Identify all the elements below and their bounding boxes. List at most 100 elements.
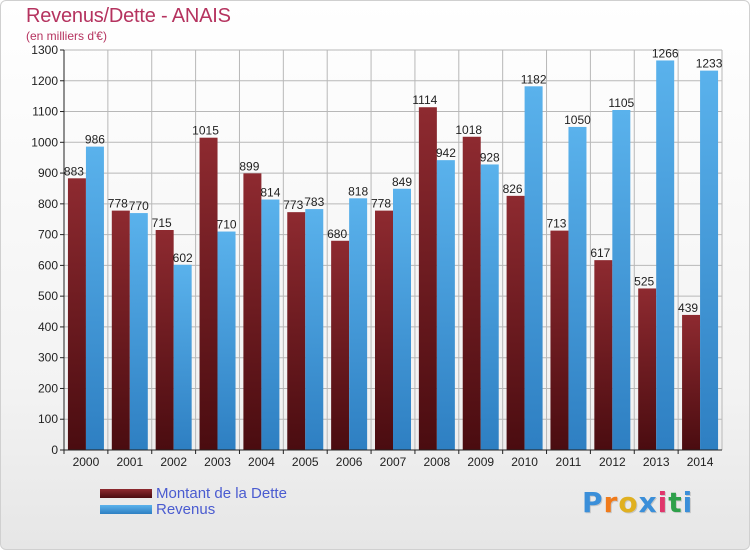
bar-dette	[199, 137, 218, 450]
bar-revenus	[480, 164, 499, 450]
bar-revenus	[393, 188, 411, 450]
y-tick-label: 1100	[32, 105, 58, 119]
data-label-dette: 826	[503, 182, 523, 196]
logo-letter: r	[603, 486, 619, 519]
y-tick-label: 1000	[31, 135, 58, 149]
y-tick-label: 300	[38, 351, 58, 365]
logo-letter: P	[582, 486, 604, 519]
chart-subtitle: (en milliers d'€)	[26, 29, 107, 43]
bar-dette	[243, 173, 262, 450]
data-label-revenus: 1233	[696, 57, 723, 71]
data-label-revenus: 783	[304, 195, 324, 209]
bar-revenus	[700, 70, 719, 450]
bar-dette	[111, 210, 130, 450]
data-label-revenus: 1050	[564, 113, 591, 127]
data-label-revenus: 770	[129, 199, 149, 213]
bar-dette	[67, 178, 86, 451]
chart-title: Revenus/Dette - ANAIS	[26, 5, 231, 27]
x-tick-label: 2005	[292, 455, 319, 469]
data-label-revenus: 942	[436, 146, 456, 160]
data-label-revenus: 1266	[652, 46, 679, 60]
data-label-dette: 525	[634, 274, 654, 288]
data-label-dette: 1018	[455, 123, 482, 137]
y-tick-label: 0	[51, 443, 58, 457]
bar-revenus	[656, 60, 675, 450]
data-label-dette: 899	[239, 159, 259, 173]
data-label-dette: 778	[108, 197, 128, 211]
data-label-dette: 773	[283, 198, 303, 212]
y-tick-label: 200	[38, 381, 58, 395]
x-tick-label: 2009	[467, 455, 494, 469]
legend-swatch-revenus	[100, 505, 152, 514]
logo-letter: i	[682, 486, 694, 519]
bar-dette	[418, 107, 437, 450]
bar-revenus	[612, 110, 631, 450]
data-label-revenus: 1182	[521, 72, 547, 86]
data-label-dette: 1015	[192, 124, 219, 138]
data-label-dette: 715	[152, 216, 172, 230]
x-tick-label: 2013	[643, 455, 670, 469]
bar-dette	[682, 314, 701, 450]
bar-revenus	[129, 213, 148, 450]
data-label-revenus: 602	[173, 251, 193, 265]
bar-revenus	[217, 231, 236, 450]
proxiti-logo: Proxiti	[582, 486, 693, 519]
bar-dette	[462, 136, 481, 450]
x-tick-label: 2003	[204, 455, 231, 469]
data-label-dette: 1114	[412, 93, 437, 107]
chart-legend: Montant de la Dette Revenus	[100, 485, 360, 518]
data-label-dette: 778	[371, 197, 391, 211]
y-tick-label: 100	[38, 412, 58, 426]
y-tick-label: 500	[38, 289, 58, 303]
logo-letter: x	[638, 486, 658, 519]
y-tick-label: 900	[38, 166, 58, 180]
data-label-dette: 439	[678, 301, 698, 315]
data-label-dette: 617	[590, 246, 610, 260]
x-tick-label: 2004	[248, 455, 275, 469]
y-tick-label: 600	[38, 258, 58, 272]
bar-dette	[638, 288, 657, 450]
y-tick-label: 400	[38, 320, 58, 334]
data-label-revenus: 818	[348, 184, 368, 198]
bar-revenus	[85, 146, 104, 450]
legend-item-dette: Montant de la Dette	[100, 485, 360, 502]
bar-revenus	[173, 264, 192, 450]
bar-dette	[155, 230, 174, 450]
x-tick-label: 2010	[511, 455, 538, 469]
logo-letter: t	[668, 486, 683, 519]
x-tick-label: 2001	[116, 455, 143, 469]
x-tick-label: 2006	[336, 455, 363, 469]
x-tick-label: 2008	[424, 455, 451, 469]
bar-dette	[550, 230, 569, 450]
legend-item-revenus: Revenus	[100, 501, 360, 518]
data-label-revenus: 849	[392, 175, 412, 189]
data-label-revenus: 1105	[608, 96, 634, 110]
bar-revenus	[349, 198, 368, 450]
data-label-revenus: 710	[217, 218, 237, 232]
y-tick-label: 1300	[31, 43, 58, 57]
y-tick-label: 1200	[31, 74, 58, 88]
bar-dette	[287, 212, 306, 450]
x-tick-label: 2012	[599, 455, 626, 469]
legend-swatch-dette	[100, 489, 152, 498]
x-tick-label: 2002	[160, 455, 187, 469]
bar-revenus	[436, 160, 455, 450]
x-tick-label: 2011	[556, 455, 582, 469]
y-tick-label: 700	[38, 228, 58, 242]
data-label-revenus: 814	[260, 186, 280, 200]
y-tick-label: 800	[38, 197, 58, 211]
bar-revenus	[305, 209, 324, 450]
data-label-dette: 883	[64, 164, 84, 178]
legend-label-revenus: Revenus	[156, 501, 216, 518]
data-label-dette: 713	[546, 217, 566, 231]
legend-label-dette: Montant de la Dette	[156, 485, 287, 502]
bar-dette	[594, 260, 613, 450]
bar-revenus	[261, 199, 280, 450]
x-tick-label: 2000	[73, 455, 100, 469]
bar-dette	[331, 240, 350, 450]
x-tick-label: 2007	[380, 455, 407, 469]
data-label-dette: 680	[327, 227, 347, 241]
logo-letter: o	[618, 486, 639, 519]
logo-letter: i	[657, 486, 669, 519]
